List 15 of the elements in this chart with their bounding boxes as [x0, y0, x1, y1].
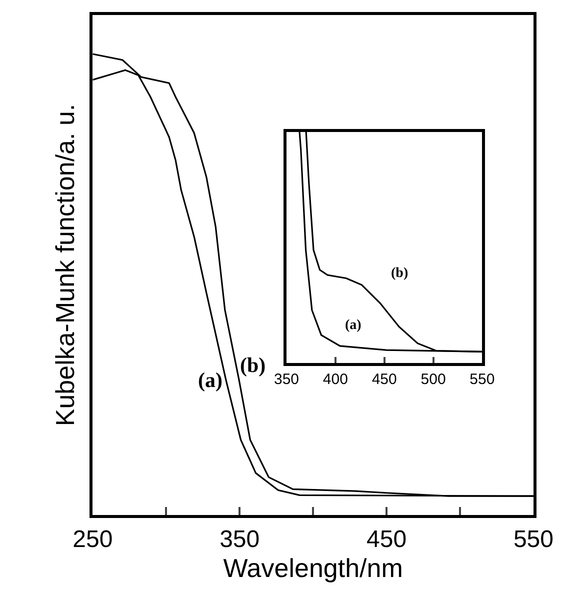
series-label: (b)	[240, 353, 266, 377]
x-tick-label: 500	[420, 371, 446, 388]
x-tick-label: 550	[513, 526, 554, 553]
x-tick-label: 250	[72, 526, 113, 553]
series-label: (a)	[198, 368, 222, 392]
x-tick-label: 450	[366, 526, 407, 553]
y-axis-title: Kubelka-Munk function/a. u.	[50, 104, 80, 426]
x-tick-label: 450	[372, 371, 397, 388]
series-label: (b)	[391, 266, 408, 281]
x-tick-label: 350	[274, 371, 300, 388]
x-axis-title: Wavelength/nm	[223, 552, 403, 583]
x-tick-label: 400	[322, 371, 348, 388]
x-tick-label: 550	[470, 371, 495, 388]
x-tick-label: 350	[220, 526, 260, 553]
series-label: (a)	[345, 318, 362, 333]
